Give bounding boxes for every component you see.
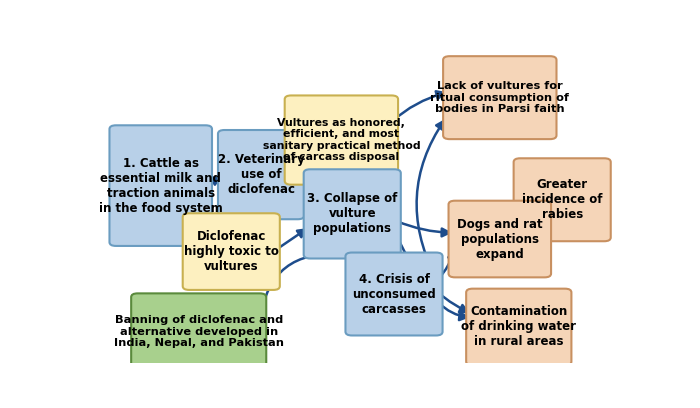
- FancyBboxPatch shape: [131, 293, 266, 370]
- Text: 3. Collapse of
vulture
populations: 3. Collapse of vulture populations: [307, 193, 398, 235]
- FancyBboxPatch shape: [443, 56, 556, 139]
- FancyBboxPatch shape: [285, 95, 398, 185]
- FancyBboxPatch shape: [346, 253, 442, 335]
- FancyBboxPatch shape: [304, 169, 401, 259]
- Text: Vultures as honored,
efficient, and most
sanitary practical method
of carcass di: Vultures as honored, efficient, and most…: [262, 118, 420, 162]
- FancyBboxPatch shape: [183, 213, 280, 290]
- Text: Contamination
of drinking water
in rural areas: Contamination of drinking water in rural…: [461, 306, 576, 348]
- FancyBboxPatch shape: [514, 158, 610, 241]
- Text: 1. Cattle as
essential milk and
traction animals
in the food system: 1. Cattle as essential milk and traction…: [99, 157, 223, 215]
- Text: Banning of diclofenac and
alternative developed in
India, Nepal, and Pakistan: Banning of diclofenac and alternative de…: [113, 315, 284, 348]
- FancyBboxPatch shape: [218, 130, 304, 219]
- Text: Greater
incidence of
rabies: Greater incidence of rabies: [522, 178, 603, 221]
- FancyBboxPatch shape: [466, 289, 571, 365]
- Text: Lack of vultures for
ritual consumption of
bodies in Parsi faith: Lack of vultures for ritual consumption …: [430, 81, 569, 114]
- Text: 4. Crisis of
unconsumed
carcasses: 4. Crisis of unconsumed carcasses: [352, 273, 436, 315]
- FancyBboxPatch shape: [109, 125, 212, 246]
- Text: Diclofenac
highly toxic to
vultures: Diclofenac highly toxic to vultures: [184, 230, 279, 273]
- Text: 2. Veterinary
use of
diclofenac: 2. Veterinary use of diclofenac: [218, 153, 304, 196]
- FancyBboxPatch shape: [449, 201, 551, 277]
- Text: Dogs and rat
populations
expand: Dogs and rat populations expand: [457, 217, 542, 261]
